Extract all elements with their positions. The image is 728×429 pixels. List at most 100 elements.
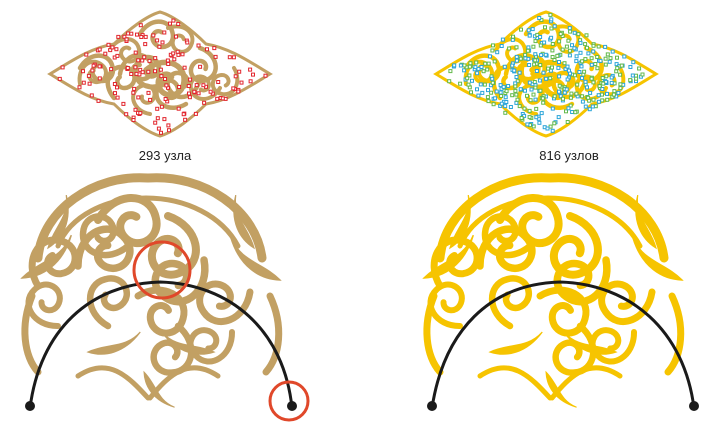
node-marker [538,35,543,39]
node-marker [544,76,549,81]
node-marker [552,121,557,126]
right-curve-guide [430,280,696,409]
node-marker [201,83,206,88]
node-marker [486,61,491,66]
node-marker [561,96,565,101]
node-marker [574,59,579,64]
node-marker [239,80,244,85]
node-marker [522,106,527,111]
node-marker [575,82,580,87]
node-marker [452,63,457,68]
node-marker [619,63,624,68]
node-marker [157,44,162,49]
node-marker [108,48,113,53]
node-marker [637,66,642,71]
node-marker [583,104,588,109]
node-marker [532,62,537,67]
node-marker [486,88,490,93]
node-marker [499,94,504,98]
node-marker [155,38,160,43]
node-marker [574,91,579,96]
node-marker [556,65,561,70]
node-marker [503,104,508,109]
node-marker [131,118,136,122]
node-marker [634,76,639,81]
node-marker [490,76,495,81]
node-marker [143,34,148,39]
node-marker [147,58,152,63]
node-marker [611,92,616,97]
node-marker [483,61,488,66]
node-marker [533,58,538,63]
node-marker [115,53,120,58]
node-marker [507,46,512,51]
node-marker [165,58,170,63]
node-marker [528,98,533,103]
node-marker [186,84,191,88]
node-marker [512,68,517,73]
node-marker [566,38,571,43]
node-marker [568,29,573,34]
node-marker [550,65,554,70]
node-marker [609,75,614,80]
node-marker [202,100,207,105]
node-marker [618,82,623,87]
node-marker [508,105,513,109]
node-marker [549,26,554,31]
node-marker [89,93,94,98]
node-marker [146,69,151,74]
node-marker [572,73,577,78]
node-marker [531,92,536,97]
node-marker [568,95,573,100]
node-marker [564,109,568,114]
node-marker [527,33,532,38]
node-marker [555,53,560,58]
node-marker [465,76,470,81]
node-marker [181,112,186,117]
left-node-preview [50,12,270,136]
node-marker [473,65,478,70]
node-marker [550,128,555,133]
node-marker [494,89,499,94]
node-marker [498,83,503,88]
node-marker [176,22,181,26]
node-marker [603,44,608,49]
node-marker [180,52,185,57]
node-marker [185,40,190,45]
node-marker [526,45,531,50]
node-marker [557,60,561,64]
node-marker [115,85,119,90]
node-marker [570,43,574,48]
node-marker [589,56,594,61]
node-marker [618,72,623,77]
node-marker [198,64,203,69]
node-marker [539,53,544,58]
node-marker [540,96,545,101]
node-marker [97,47,102,52]
node-marker [125,66,130,70]
node-marker [578,40,583,45]
node-marker [557,39,562,44]
node-marker [568,103,573,108]
node-marker [580,59,585,64]
node-marker [596,93,601,98]
node-marker [565,64,570,69]
node-marker [514,45,519,50]
node-marker [518,56,523,61]
node-marker [527,63,532,67]
node-marker [501,84,506,89]
node-marker [474,60,479,65]
node-marker [545,126,550,131]
node-marker [469,90,473,95]
node-marker [567,68,571,73]
node-marker [140,58,145,63]
node-marker [569,91,574,96]
node-marker [589,62,594,67]
node-marker [167,128,171,133]
node-marker [503,110,508,115]
node-marker [533,97,538,102]
node-marker [523,88,527,93]
node-marker [531,124,536,129]
node-marker [591,80,596,85]
node-marker [564,87,569,92]
